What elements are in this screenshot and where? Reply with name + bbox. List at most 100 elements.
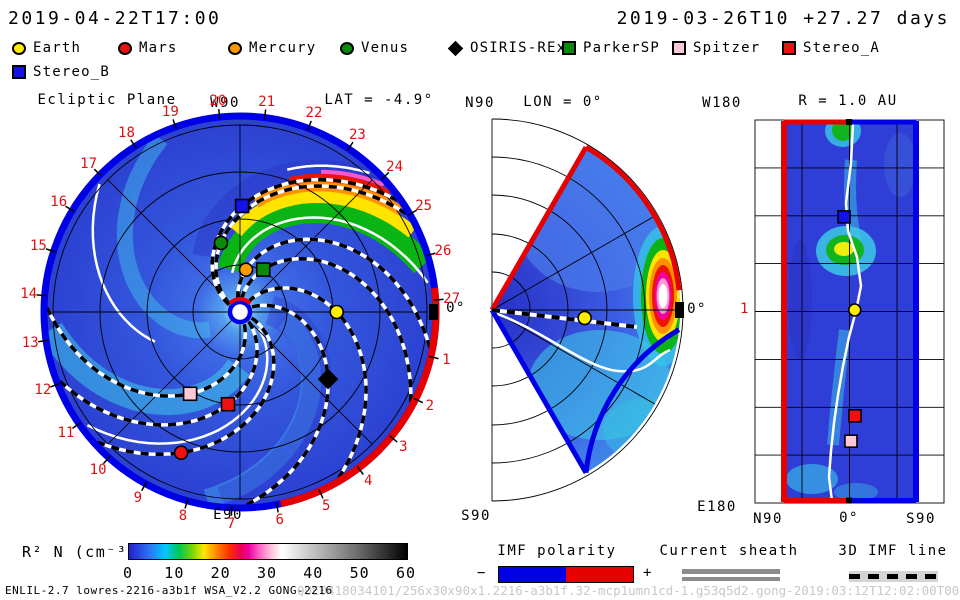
day-tick-label: 10 (89, 461, 107, 478)
day-tick (388, 435, 398, 443)
day-tick-label: 27 (443, 290, 461, 307)
mercury-marker-icon (228, 41, 242, 55)
imf-line-dashed (58, 320, 259, 427)
legend-item-osiris-rex: OSIRIS-REx (447, 40, 567, 56)
day-tick-label: 19 (161, 103, 179, 120)
stereo_a-marker (848, 408, 862, 423)
map-r1-tick: 1 (740, 301, 750, 317)
meridional-s90-label: S90 (461, 508, 491, 524)
legend-item-label: Stereo_A (803, 40, 881, 56)
day-tick-label: 5 (321, 497, 331, 514)
map-xtick-n90: N90 (753, 511, 783, 527)
run-id-watermark: QUE0418034101/256x30x90x1.2216-a3b1f.32-… (297, 583, 960, 600)
zero-degree-rim-mark (429, 304, 438, 320)
start-datetime-elapsed: 2019-03-26T10 +27.27 days (616, 8, 950, 29)
legend-item-label: Stereo_B (33, 64, 111, 80)
map-e180-label: E180 (697, 499, 737, 515)
density-band (203, 312, 322, 505)
mars-marker (173, 445, 189, 461)
day-tick-label: 12 (34, 381, 52, 398)
meridional-earth (491, 308, 638, 329)
day-tick (72, 422, 82, 429)
legend-item-label: Mercury (249, 40, 317, 56)
day-tick-label: 26 (434, 242, 452, 259)
stereo_b-marker (234, 198, 250, 214)
ecliptic-title: Ecliptic Plane (37, 92, 177, 108)
stereo_b-marker-icon (12, 65, 26, 79)
parkersp-marker (255, 262, 271, 277)
stereo_a-marker (220, 396, 236, 412)
imf-negative-swatch (499, 567, 566, 582)
legend-item-spitzer: Spitzer (672, 40, 760, 56)
day-tick (346, 141, 354, 151)
fan-borders (489, 145, 682, 475)
density-band (231, 189, 417, 238)
sun (227, 299, 253, 325)
day-tick-label: 18 (118, 124, 135, 141)
day-tick-label: 16 (50, 194, 68, 211)
density-band (116, 134, 211, 339)
legend-item-label: Spitzer (693, 40, 761, 56)
day-tick-label: 20 (209, 93, 227, 110)
legend-item-stereo_b: Stereo_B (12, 64, 110, 80)
map-title: R = 1.0 AU (798, 93, 898, 109)
imf-line-dashed (245, 303, 330, 505)
stereo_a-marker-icon (782, 41, 796, 55)
venus-marker (213, 235, 229, 251)
mars-marker-icon (118, 41, 132, 55)
day-tick (307, 120, 312, 131)
legend-item-label: OSIRIS-REx (470, 40, 567, 56)
imf-plus-sign: + (643, 565, 653, 581)
imf-line-title: 3D IMF line (838, 543, 948, 559)
legend-item-label: Earth (33, 40, 82, 56)
spitzer-marker-icon (672, 41, 686, 55)
legend-item-label: ParkerSP (583, 40, 661, 56)
density-band (217, 295, 333, 505)
day-tick (356, 466, 364, 475)
day-tick-label: 3 (399, 439, 408, 456)
imf-line-dashed (246, 286, 368, 479)
day-tick-label: 15 (29, 238, 47, 255)
day-tick (413, 397, 424, 404)
day-tick (172, 119, 177, 130)
meridional-panel (489, 118, 684, 502)
ecliptic-markers (173, 198, 345, 461)
spitzer-marker (844, 434, 858, 448)
colorbar-tick-label: 60 (395, 564, 416, 582)
radial-map-panel (754, 119, 945, 504)
imf-polarity-title: IMF polarity (497, 543, 617, 559)
current-sheath-swatch-top (682, 569, 780, 574)
earth-marker (329, 304, 345, 320)
osiris-rex-marker (317, 368, 339, 390)
colorbar-tick-label: 10 (164, 564, 185, 582)
legend-item-mercury: Mercury (228, 40, 316, 56)
map-xtick-0: 0° (839, 510, 859, 526)
imf-line-swatch-dashes (849, 574, 938, 579)
legend-item-stereo_a: Stereo_A (782, 40, 880, 56)
day-tick (141, 481, 148, 492)
day-tick (218, 109, 221, 120)
colorbar-tick-label: 30 (256, 564, 278, 582)
ecliptic-zero-degree-label: 0° (446, 300, 466, 316)
day-tick (318, 488, 324, 499)
current-datetime: 2019-04-22T17:00 (8, 8, 222, 29)
map-current-sheet-line (827, 122, 863, 502)
density-band (47, 322, 250, 416)
map-markers (837, 210, 862, 448)
parkersp-marker-icon (562, 41, 576, 55)
day-tick-label: 7 (226, 515, 236, 532)
mercury-marker (238, 262, 254, 277)
day-tick (130, 139, 137, 149)
day-tick-label: 11 (57, 424, 75, 441)
day-tick (102, 455, 111, 465)
stereo_b-marker (837, 210, 851, 224)
density-band (86, 328, 269, 445)
day-tick-label: 17 (80, 155, 98, 172)
earth-marker (847, 303, 862, 317)
imf-line-dashed (96, 316, 276, 457)
legend-item-mars: Mars (118, 40, 178, 56)
ecliptic-w90-label: W90 (210, 95, 240, 111)
day-tick (65, 205, 75, 213)
